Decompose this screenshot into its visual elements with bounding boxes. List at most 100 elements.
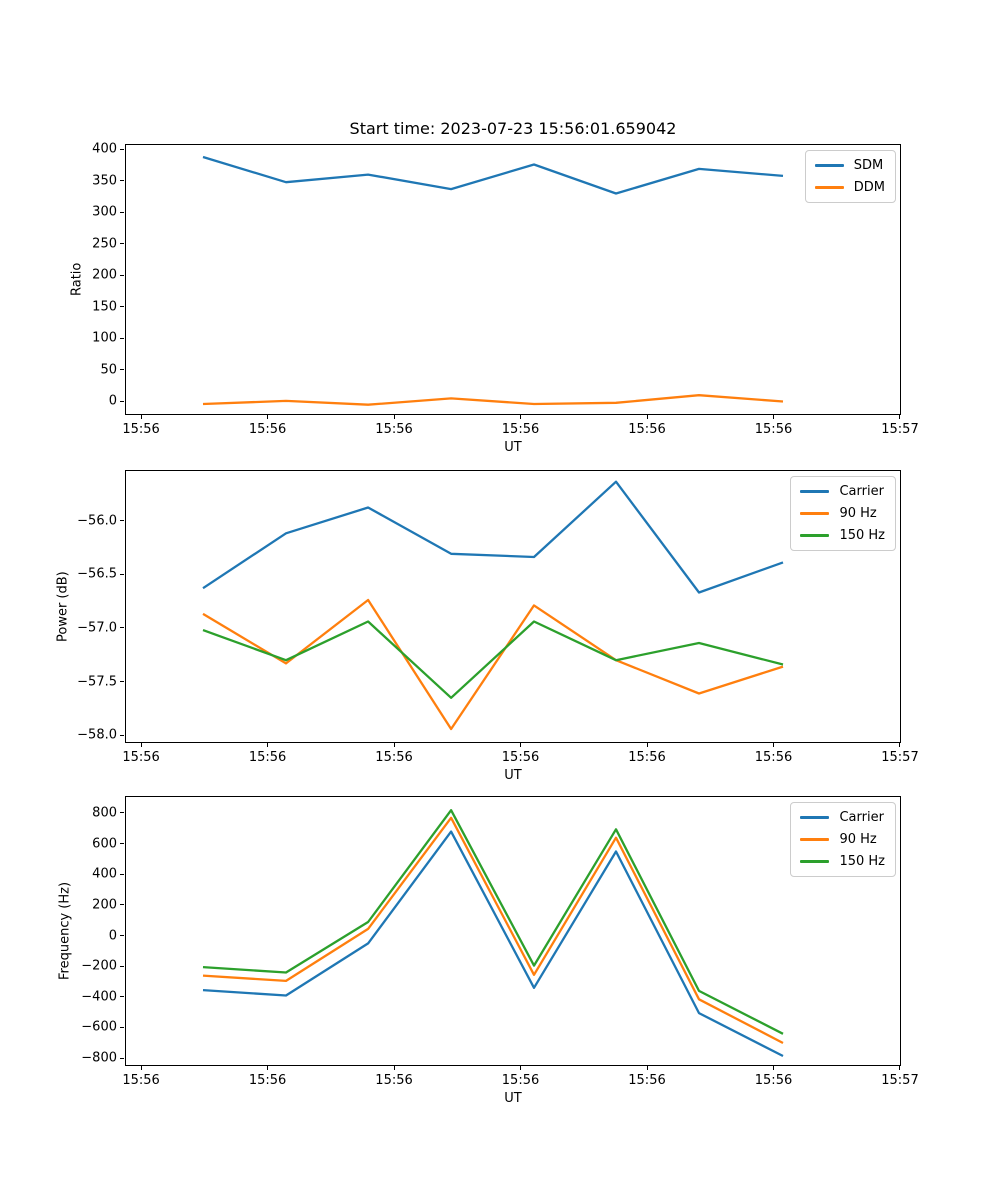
y-tick-mark <box>120 734 124 736</box>
y-tick-mark <box>120 843 124 845</box>
series-line-150-hz <box>202 809 784 1035</box>
series-line-ddm <box>202 394 784 406</box>
plot-area <box>125 470 901 743</box>
y-tick-mark <box>120 935 124 937</box>
y-tick-mark <box>120 369 124 371</box>
plot-area <box>125 796 901 1066</box>
legend-label: DDM <box>853 180 885 195</box>
legend-entry: 150 Hz <box>800 528 885 543</box>
y-tick-label: −58.0 <box>77 727 117 743</box>
y-tick-mark <box>120 337 124 339</box>
y-axis-label: Ratio <box>69 262 85 297</box>
legend-label: 90 Hz <box>839 832 877 847</box>
x-tick-label: 15:56 <box>248 1073 287 1088</box>
legend-label: SDM <box>853 158 884 173</box>
legend: SDM DDM <box>804 150 896 203</box>
y-tick-label: −800 <box>81 1050 117 1066</box>
x-tick-label: 15:56 <box>122 1073 160 1088</box>
y-tick-label: −600 <box>81 1019 117 1035</box>
y-tick-label: −400 <box>81 989 117 1005</box>
y-tick-label: 0 <box>108 393 117 409</box>
y-tick-mark <box>120 211 124 213</box>
legend-entry: SDM <box>814 158 885 173</box>
x-tick-mark <box>140 743 142 747</box>
y-tick-mark <box>120 180 124 182</box>
legend-entry: DDM <box>814 180 885 195</box>
legend-label: 150 Hz <box>839 854 885 869</box>
y-tick-label: 400 <box>92 141 117 157</box>
x-tick-label: 15:56 <box>248 750 287 765</box>
x-tick-mark <box>520 1066 522 1070</box>
x-tick-label: 15:57 <box>881 750 919 765</box>
x-tick-mark <box>773 415 774 419</box>
x-tick-mark <box>267 1066 269 1070</box>
x-tick-mark <box>646 743 648 747</box>
y-tick-label: −56.0 <box>77 513 117 529</box>
x-tick-label: 15:56 <box>122 750 160 765</box>
x-tick-label: 15:56 <box>628 422 666 437</box>
legend-line-icon <box>800 534 830 537</box>
legend-entry: 150 Hz <box>800 854 885 869</box>
x-tick-label: 15:56 <box>628 750 666 765</box>
legend-line-icon <box>814 164 844 167</box>
series-line-carrier <box>202 480 784 594</box>
y-tick-label: 200 <box>92 267 117 283</box>
x-tick-label: 15:56 <box>375 422 413 437</box>
y-tick-label: 150 <box>92 299 117 315</box>
x-tick-label: 15:56 <box>375 750 413 765</box>
y-tick-mark <box>120 274 124 276</box>
line-plot <box>202 155 784 406</box>
y-tick-label: 250 <box>92 236 117 252</box>
legend: Carrier 90 Hz 150 Hz <box>790 802 896 877</box>
y-tick-label: −57.0 <box>77 620 117 636</box>
x-tick-label: 15:56 <box>754 750 793 765</box>
series-line-90-hz <box>202 816 784 1045</box>
x-axis-label: UT <box>504 768 522 783</box>
legend-label: Carrier <box>839 810 884 825</box>
y-tick-mark <box>120 965 124 967</box>
y-tick-mark <box>120 996 124 998</box>
x-tick-label: 15:56 <box>501 1073 540 1088</box>
series-line-sdm <box>202 155 784 195</box>
y-tick-mark <box>120 148 124 150</box>
y-tick-label: −56.5 <box>77 566 117 582</box>
legend-entry: 90 Hz <box>800 506 885 521</box>
x-tick-mark <box>899 743 901 747</box>
y-tick-label: −57.5 <box>77 674 117 690</box>
legend-line-icon <box>800 838 830 841</box>
x-tick-label: 15:56 <box>754 422 793 437</box>
legend-label: 150 Hz <box>839 528 885 543</box>
y-tick-mark <box>120 400 124 402</box>
x-tick-mark <box>140 1066 142 1070</box>
x-tick-mark <box>899 415 901 419</box>
x-tick-mark <box>646 415 648 419</box>
y-tick-mark <box>120 873 124 875</box>
x-tick-mark <box>773 743 774 747</box>
y-tick-label: 800 <box>92 805 117 821</box>
x-tick-mark <box>899 1066 901 1070</box>
line-plot <box>202 809 784 1058</box>
x-tick-mark <box>393 415 395 419</box>
y-tick-label: 300 <box>92 204 117 220</box>
x-tick-mark <box>646 1066 648 1070</box>
series-line-90-hz <box>202 598 784 731</box>
y-tick-label: 600 <box>92 836 117 852</box>
legend-line-icon <box>800 816 830 819</box>
axes-power: Power (dB) UT −58.0 −57.5 −57.0 −56.5 −56.0 1… <box>56 470 919 783</box>
y-tick-label: 50 <box>100 362 117 378</box>
y-axis-label: Power (dB) <box>55 571 71 642</box>
legend: Carrier 90 Hz 150 Hz <box>790 476 896 551</box>
series-line-carrier <box>202 830 784 1058</box>
y-tick-label: 400 <box>92 866 117 882</box>
axes-ratio: Ratio UT 0 50 100 150 200 250 300 350 400 15:56 15… <box>70 142 919 455</box>
x-tick-mark <box>773 1066 774 1070</box>
y-tick-label: 0 <box>108 928 117 944</box>
y-tick-mark <box>120 681 124 683</box>
y-tick-label: 350 <box>92 173 117 189</box>
x-tick-mark <box>267 743 269 747</box>
y-tick-mark <box>120 812 124 814</box>
y-tick-mark <box>120 243 124 245</box>
legend-line-icon <box>800 490 830 493</box>
y-tick-mark <box>120 627 124 629</box>
x-tick-label: 15:56 <box>248 422 287 437</box>
